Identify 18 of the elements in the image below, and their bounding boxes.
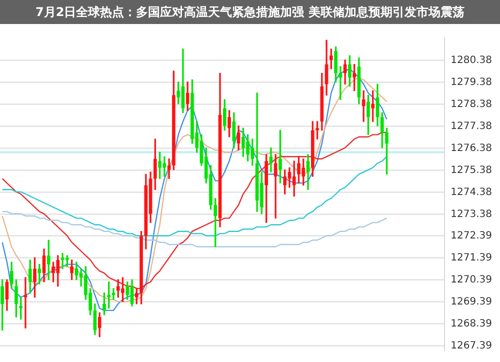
y-tick-label: 1277.38 [450,120,492,132]
candlestick [338,66,342,100]
y-tick-label: 1270.39 [450,274,492,286]
y-tick-label: 1267.39 [450,340,492,352]
y-tick-label: 1275.38 [450,164,492,176]
candlestick [167,158,171,179]
y-tick-label: 1272.39 [450,230,492,242]
y-tick-label: 1271.39 [450,252,492,264]
y-tick-label: 1268.39 [450,318,492,330]
y-tick-label: 1278.38 [450,98,492,110]
y-tick-label: 1273.38 [450,208,492,220]
y-tick-label: 1274.38 [450,186,492,198]
y-tick-label: 1280.38 [450,55,492,66]
y-tick-label: 1276.38 [450,142,492,154]
candlestick [24,277,28,328]
y-tick-label: 1279.38 [450,76,492,88]
chart-title: 7月2日全球热点：多国应对高温天气紧急措施加强 美联储加息预期引发市场震荡 [0,0,500,24]
y-tick-label: 1269.39 [450,296,492,308]
